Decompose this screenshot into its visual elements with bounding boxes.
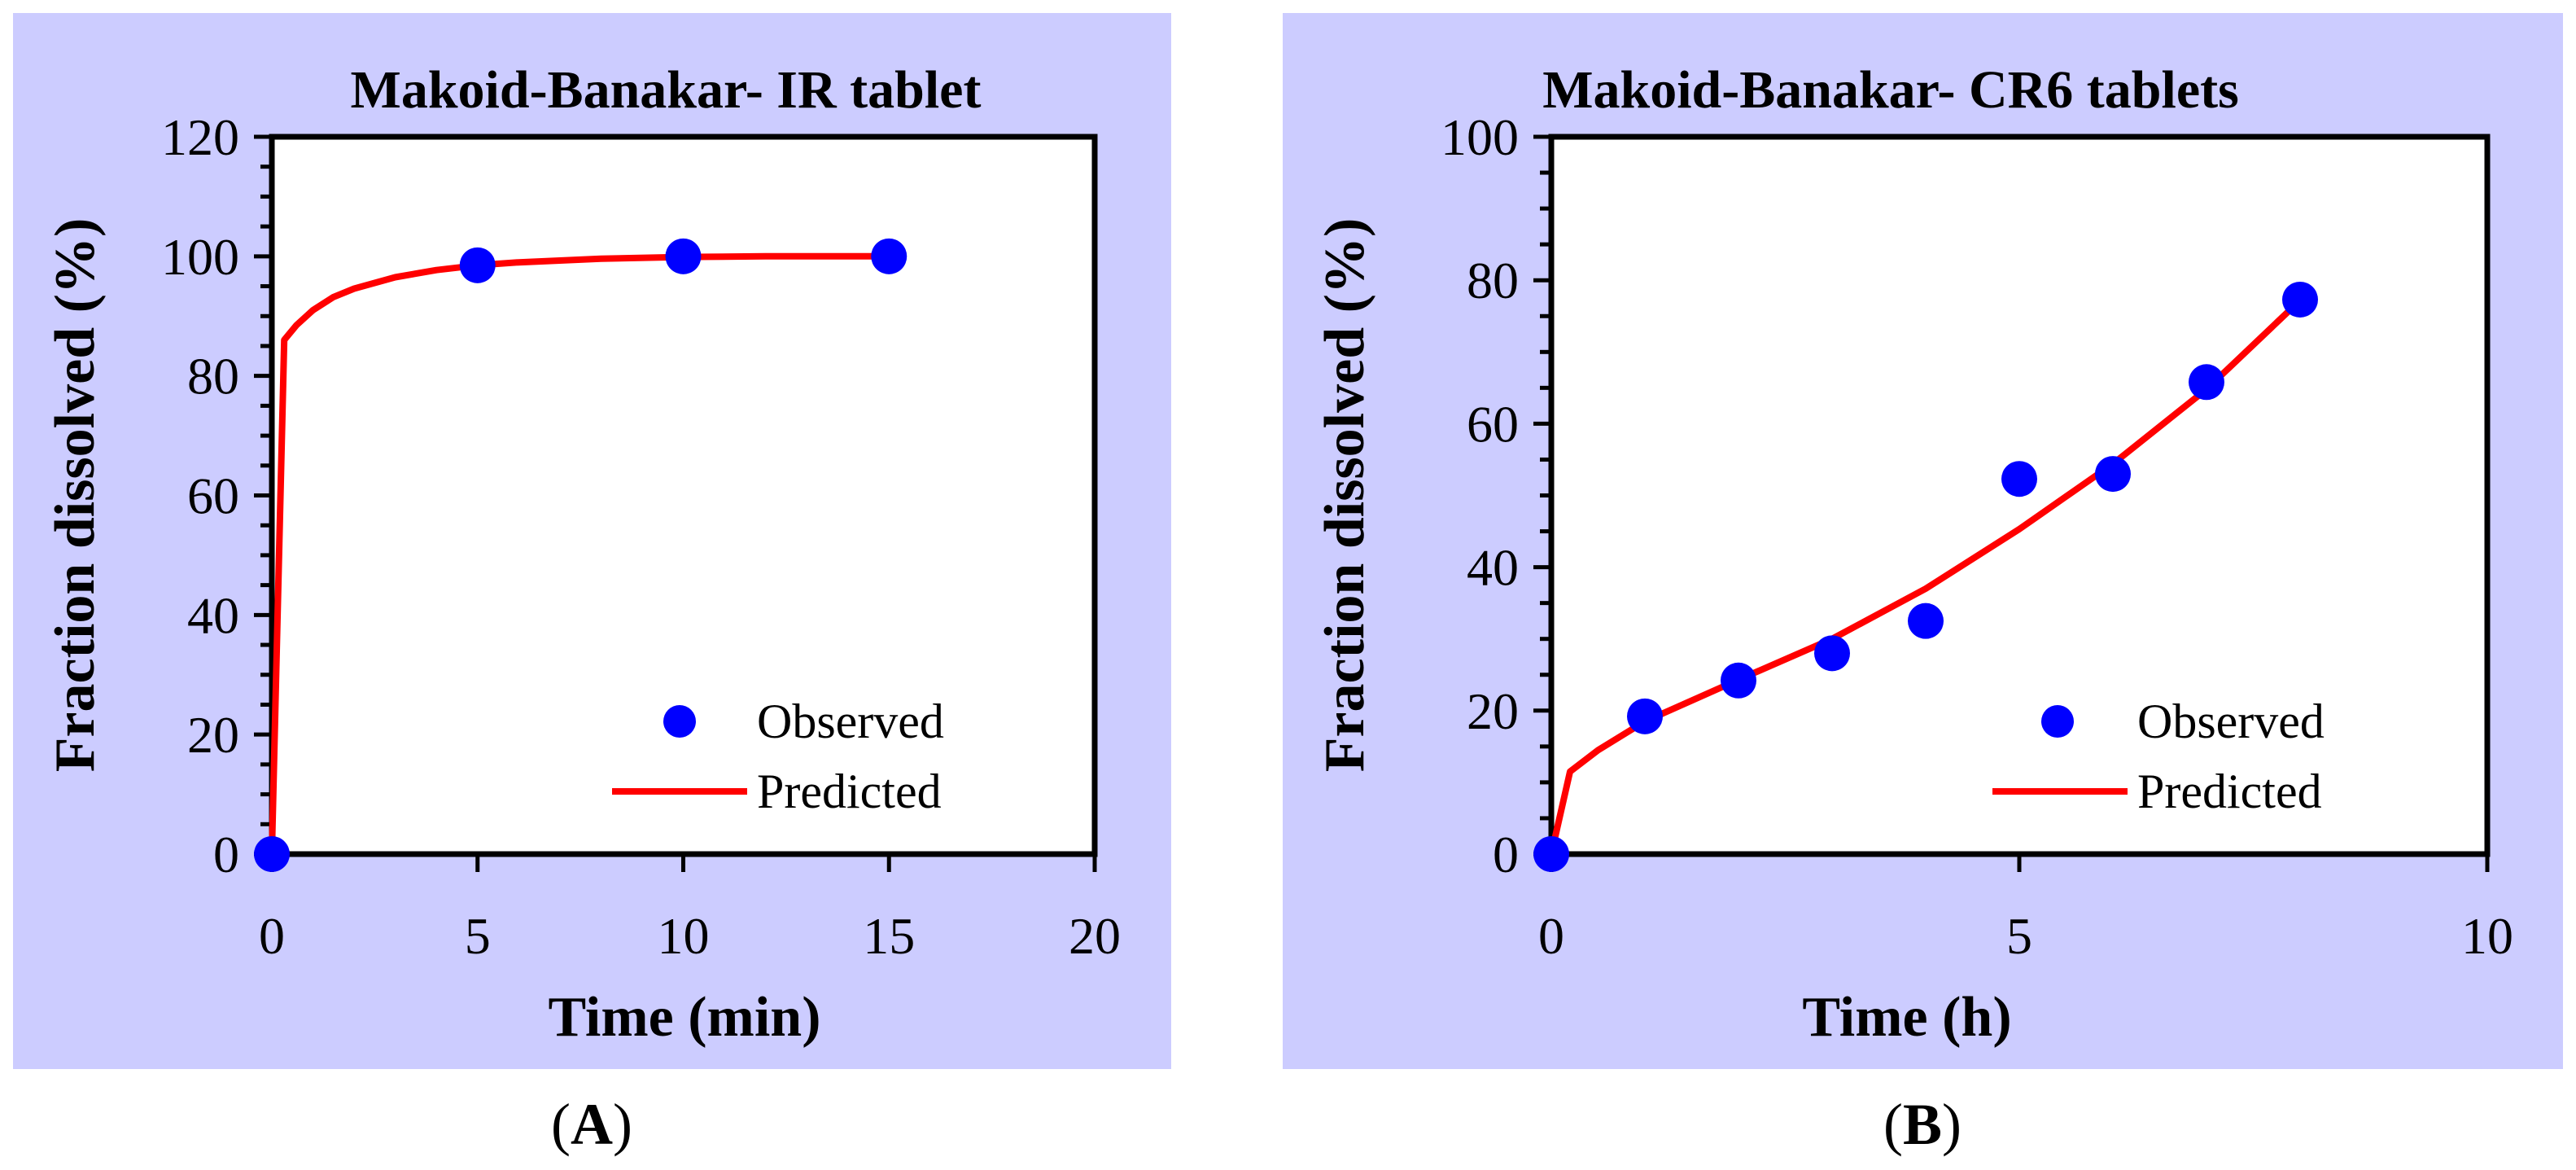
chart-a-x-tick-label: 15 <box>863 907 915 965</box>
chart-b-legend-predicted-label: Predicted <box>2137 765 2322 818</box>
chart-a-legend-observed-label: Observed <box>757 695 944 748</box>
chart-a-x-axis-label: Time (min) <box>548 986 820 1049</box>
chart-a-y-tick-label: 60 <box>187 467 239 525</box>
chart-b-y-tick-label: 60 <box>1467 395 1519 453</box>
chart-b-observed-point <box>1721 662 1756 699</box>
chart-a-legend-observed-marker <box>663 705 696 738</box>
chart-b-y-tick-label: 20 <box>1467 682 1519 740</box>
chart-a-title: Makoid-Banakar- IR tablet <box>351 60 982 120</box>
chart-a-observed-point <box>254 836 290 872</box>
panel-a-caption-close: ) <box>613 1092 632 1157</box>
chart-b-x-axis-label: Time (h) <box>1802 986 2011 1049</box>
chart-b-x-tick-label: 10 <box>2461 907 2513 965</box>
chart-b-x-tick-label: 0 <box>1538 907 1564 965</box>
chart-b-legend: Observed Predicted <box>1992 695 2325 818</box>
chart-a-y-axis-label: Fraction dissolved (%) <box>44 218 107 773</box>
chart-b-observed-point <box>1814 635 1850 672</box>
chart-b-legend-observed-marker <box>2041 705 2074 738</box>
chart-b-y-tick-label: 0 <box>1493 826 1519 883</box>
chart-b-y-tick-label: 100 <box>1441 108 1519 166</box>
chart-b-observed-point <box>1533 836 1569 872</box>
panel-a-caption-open: ( <box>551 1092 571 1157</box>
chart-a-legend: Observed Predicted <box>612 695 944 818</box>
chart-a-ticks <box>254 134 1097 872</box>
chart-b-y-axis-label: Fraction dissolved (%) <box>1314 218 1376 773</box>
panel-a-caption: (A) <box>551 1092 632 1157</box>
chart-a-observed-point <box>665 238 702 274</box>
chart-b-legend-observed-label: Observed <box>2137 695 2325 748</box>
chart-b-observed-point <box>2001 461 2037 497</box>
panel-b: Makoid-Banakar- CR6 tablets 020406080100… <box>1283 13 2563 1157</box>
chart-a-y-tick-label: 20 <box>187 706 239 764</box>
panel-b-caption: (B) <box>1883 1092 1962 1157</box>
chart-a-legend-predicted-label: Predicted <box>757 765 942 818</box>
chart-a-y-tick-label: 120 <box>161 108 239 166</box>
chart-a-y-tick-label: 80 <box>187 348 239 405</box>
panel-b-caption-letter: B <box>1903 1092 1942 1157</box>
chart-b-observed-point <box>1908 603 1944 639</box>
chart-a-marks <box>254 238 908 872</box>
chart-a-tick-labels: 0 20 40 60 80 100 120 0 5 10 15 20 <box>161 108 1121 965</box>
chart-a-x-tick-label: 0 <box>259 907 285 965</box>
chart-a-x-tick-label: 5 <box>465 907 491 965</box>
chart-b-ticks <box>1533 134 2490 872</box>
chart-a-x-tick-label: 20 <box>1069 907 1121 965</box>
chart-b-observed-point <box>1627 698 1663 734</box>
chart-a-observed-point <box>459 247 496 283</box>
chart-b-x-tick-label: 5 <box>2006 907 2032 965</box>
chart-b-observed-point <box>2095 456 2131 493</box>
chart-b-y-tick-label: 80 <box>1467 252 1519 309</box>
chart-a-y-tick-label: 100 <box>161 228 239 286</box>
panel-b-caption-open: ( <box>1883 1092 1903 1157</box>
chart-b-marks <box>1533 281 2318 872</box>
chart-a-x-tick-label: 10 <box>658 907 710 965</box>
panel-a-caption-letter: A <box>571 1092 613 1157</box>
chart-b-observed-point <box>2282 281 2318 318</box>
chart-a-y-tick-label: 40 <box>187 586 239 644</box>
chart-b-title: Makoid-Banakar- CR6 tablets <box>1542 60 2239 120</box>
chart-a-observed-point <box>871 238 908 274</box>
chart-b-observed-point <box>2189 364 2224 401</box>
chart-a-y-tick-label: 0 <box>213 826 239 883</box>
chart-b-y-tick-label: 40 <box>1467 539 1519 597</box>
panel-a: Makoid-Banakar- IR tablet 02040608010012… <box>13 13 1171 1157</box>
panel-b-caption-close: ) <box>1942 1092 1962 1157</box>
chart-b-tick-labels: 0 20 40 60 80 100 0 5 10 <box>1441 108 2513 965</box>
